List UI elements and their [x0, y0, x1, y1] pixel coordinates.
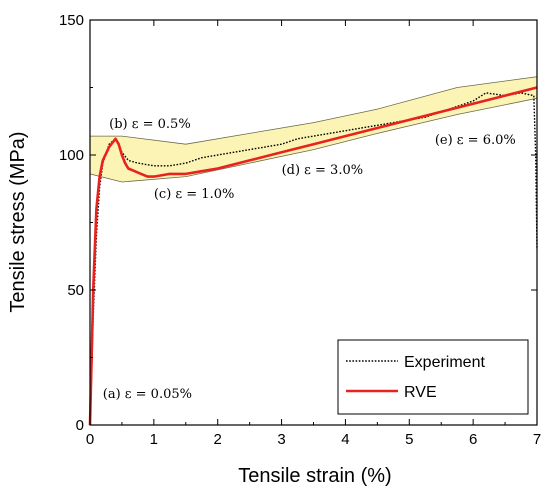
x-tick-label: 7	[533, 431, 541, 448]
y-tick-label: 0	[76, 417, 84, 434]
x-tick-label: 1	[150, 431, 158, 448]
annotation-label: (a) ε = 0.05%	[103, 387, 192, 402]
legend-label-experiment: Experiment	[404, 354, 485, 371]
plot-area: 0 1 2 3 4 5 6 7 0 50 100 150 (a) ε = 0.05% (b) ε = 0.…	[59, 12, 541, 448]
legend: Experiment RVE	[337, 339, 529, 415]
y-tick-label: 150	[59, 12, 84, 29]
x-tick-label: 2	[214, 431, 222, 448]
legend-label-rve: RVE	[404, 384, 437, 401]
annotation-label: (b) ε = 0.5%	[109, 117, 191, 132]
y-tick-label: 50	[67, 282, 84, 299]
y-axis-title: Tensile stress (MPa)	[7, 131, 29, 312]
x-tick-label: 0	[86, 431, 94, 448]
legend-box	[337, 339, 529, 415]
y-tick-label: 100	[59, 147, 84, 164]
x-tick-label: 6	[469, 431, 477, 448]
series-line-rve	[88, 86, 538, 426]
annotation-label: (c) ε = 1.0%	[154, 187, 234, 202]
x-axis-title: Tensile strain (%)	[238, 465, 391, 487]
x-tick-label: 4	[341, 431, 349, 448]
annotation-label: (d) ε = 3.0%	[282, 163, 364, 178]
x-tick-label: 5	[405, 431, 413, 448]
annotation-label: (e) ε = 6.0%	[435, 133, 516, 148]
x-tick-label: 3	[277, 431, 285, 448]
